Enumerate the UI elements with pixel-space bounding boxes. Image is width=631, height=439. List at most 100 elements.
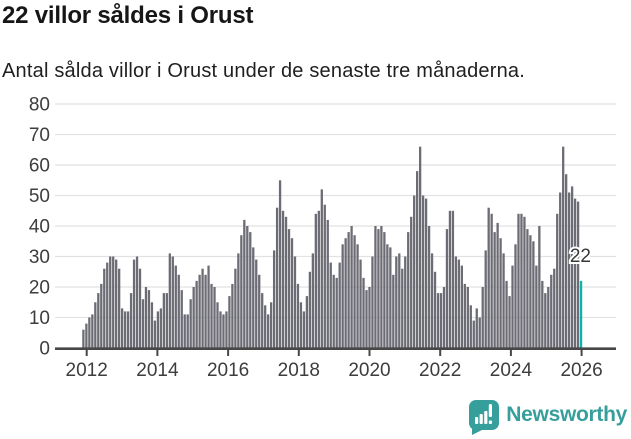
bar	[535, 265, 538, 349]
bar	[281, 210, 285, 350]
y-tick-label: 0	[39, 339, 50, 360]
bar	[255, 259, 258, 349]
y-tick-label: 60	[29, 156, 50, 177]
newsworthy-logo-icon	[469, 400, 500, 435]
bar	[317, 210, 320, 350]
bar	[91, 314, 94, 349]
bar	[267, 314, 270, 349]
bar	[529, 235, 532, 349]
bar	[526, 229, 529, 349]
bar	[413, 195, 416, 349]
bar	[329, 262, 332, 349]
bar	[109, 256, 112, 349]
bar	[463, 283, 466, 349]
bar	[344, 238, 347, 349]
bar	[427, 226, 431, 349]
bar	[410, 216, 413, 349]
bar	[302, 311, 306, 349]
x-tick-label: 2020	[348, 360, 390, 381]
bar	[326, 219, 329, 349]
bar	[156, 311, 160, 349]
bar	[207, 265, 210, 349]
bar	[85, 323, 88, 349]
bar	[567, 192, 571, 349]
bar	[252, 247, 255, 349]
bar	[442, 287, 446, 349]
bar	[475, 308, 478, 349]
y-tick-label: 30	[29, 247, 50, 268]
bar	[544, 293, 547, 349]
bar	[359, 259, 362, 349]
bar	[502, 253, 505, 349]
bar	[404, 256, 407, 349]
bar	[347, 232, 350, 349]
bar	[323, 204, 326, 349]
y-tick-label: 40	[29, 217, 50, 238]
bar	[177, 274, 180, 349]
bar	[490, 213, 493, 349]
newsworthy-logo[interactable]: Newsworthy	[466, 399, 627, 436]
bar	[162, 293, 166, 349]
chart-subtitle: Antal sålda villor i Orust under de sena…	[2, 60, 525, 82]
bar	[147, 290, 151, 349]
bar	[338, 262, 341, 349]
brand-name: Newsworthy	[506, 403, 627, 426]
bar	[94, 302, 97, 350]
x-axis-labels: 2012 2014 2016 2018 2020 2022 2024 2026	[66, 348, 603, 381]
bar	[308, 271, 312, 350]
bar	[550, 274, 553, 349]
highlight-bar	[579, 280, 583, 349]
bar	[120, 308, 124, 349]
bar	[392, 274, 395, 349]
bar	[350, 226, 353, 349]
bar	[243, 219, 246, 349]
bar	[371, 256, 374, 349]
bar	[296, 283, 300, 349]
bar	[418, 146, 422, 349]
bar	[138, 268, 142, 349]
bar	[198, 274, 201, 349]
x-tick-label: 2026	[560, 360, 602, 381]
bar	[472, 320, 475, 349]
bar	[547, 287, 550, 349]
latest-value-label: 22	[570, 246, 591, 267]
bar	[174, 265, 177, 349]
bar	[365, 290, 368, 349]
bar	[386, 244, 389, 349]
bar	[126, 311, 130, 349]
bar	[383, 232, 386, 349]
bar	[398, 253, 401, 349]
bar	[195, 280, 198, 349]
bar	[517, 213, 520, 349]
bar	[487, 207, 490, 349]
bar	[150, 302, 154, 350]
x-tick-label: 2022	[419, 360, 461, 381]
bar	[576, 201, 580, 349]
bar	[320, 189, 323, 349]
bar	[389, 247, 392, 349]
bar	[421, 195, 425, 349]
bar	[433, 271, 437, 350]
bar	[538, 226, 541, 349]
bar	[356, 244, 359, 349]
bar	[484, 250, 487, 349]
bar	[264, 305, 267, 349]
bar	[523, 216, 526, 349]
bar	[240, 235, 243, 349]
bar	[374, 226, 377, 349]
bar	[430, 253, 434, 349]
bar	[135, 256, 139, 349]
bar	[153, 320, 157, 349]
page-title: 22 villor såldes i Orust	[2, 2, 254, 29]
bar	[269, 302, 273, 350]
bar	[213, 287, 216, 349]
bar	[171, 256, 174, 349]
bar	[225, 311, 228, 349]
bar	[189, 299, 192, 349]
bar	[460, 265, 464, 349]
bar	[454, 256, 458, 349]
bar	[341, 244, 344, 349]
bar	[332, 274, 335, 349]
